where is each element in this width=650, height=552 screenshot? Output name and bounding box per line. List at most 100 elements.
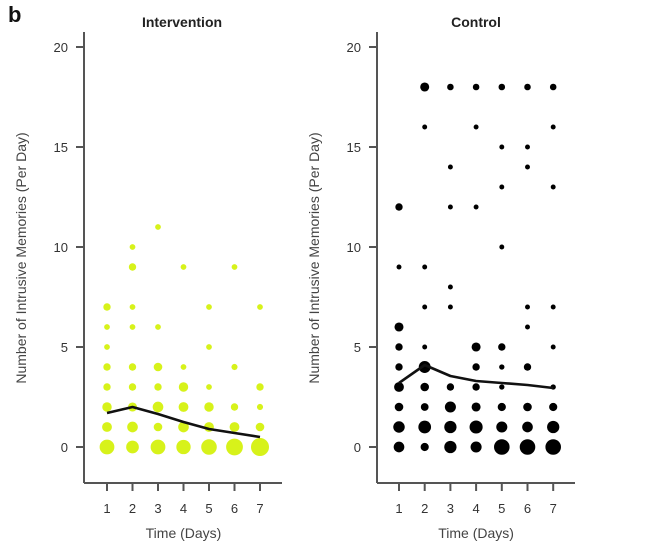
control-data-point <box>549 83 557 91</box>
control-y-tick-label: 10 <box>347 240 361 255</box>
control-data-point <box>471 342 481 352</box>
intervention-data-point <box>103 303 111 311</box>
intervention-y-tick-label: 10 <box>54 240 68 255</box>
control-data-point <box>497 402 506 412</box>
control-data-point <box>418 420 432 434</box>
control-data-point <box>444 440 457 454</box>
intervention-data-point <box>99 439 115 455</box>
intervention-y-axis-label: Number of Intrusive Memories (Per Day) <box>13 132 29 383</box>
control-data-point <box>422 304 428 310</box>
control-data-point <box>525 164 530 170</box>
control-data-point <box>550 124 556 130</box>
control-data-point <box>394 322 404 332</box>
intervention-x-tick-label: 5 <box>205 501 212 516</box>
intervention-data-point <box>127 421 138 433</box>
control-data-point <box>499 384 505 390</box>
intervention-data-point <box>231 264 238 270</box>
control-data-point <box>472 363 480 371</box>
control-data-point <box>525 304 530 310</box>
intervention-data-point <box>104 344 110 350</box>
intervention-data-point <box>206 304 212 310</box>
intervention-data-point <box>255 422 265 432</box>
intervention-data-point <box>226 438 243 456</box>
intervention-data-point <box>103 363 111 371</box>
intervention-data-point <box>178 421 189 433</box>
intervention-data-point <box>256 403 264 411</box>
intervention-data-point <box>150 439 166 455</box>
control-data-point <box>550 304 556 310</box>
control-data-point <box>393 421 405 433</box>
intervention-data-point <box>129 244 136 250</box>
control-data-point <box>550 184 556 190</box>
intervention-y-tick-label: 20 <box>54 40 68 55</box>
control-data-point <box>545 439 561 455</box>
intervention-data-point <box>180 364 187 370</box>
control-data-point <box>498 83 506 91</box>
control-x-tick-label: 6 <box>524 501 531 516</box>
control-x-tick-label: 5 <box>498 501 505 516</box>
control-data-point <box>471 402 481 412</box>
control-data-point <box>447 204 453 210</box>
control-data-point <box>422 264 428 270</box>
intervention-data-point <box>128 263 137 271</box>
intervention-data-point <box>204 402 214 412</box>
intervention-data-point <box>231 363 238 371</box>
control-y-axis-label: Number of Intrusive Memories (Per Day) <box>306 132 322 383</box>
control-data-point <box>470 441 482 453</box>
control-data-point <box>499 244 505 250</box>
intervention-x-tick-label: 4 <box>180 501 187 516</box>
control-mean-line <box>398 363 554 390</box>
intervention-data-point <box>178 382 189 392</box>
intervention-data-point <box>104 324 110 330</box>
control-data-point <box>472 83 480 91</box>
control-data-point <box>395 203 403 211</box>
control-data-point <box>396 264 402 270</box>
control-data-point <box>499 184 505 190</box>
intervention-data-point <box>103 383 111 391</box>
control-x-axis-label: Time (Days) <box>438 525 514 541</box>
intervention-data-point <box>201 439 217 455</box>
control-data-point <box>522 421 533 433</box>
control-data-point <box>447 83 454 91</box>
control-data-point <box>494 439 510 455</box>
control-data-point <box>499 364 505 370</box>
intervention-data-point <box>153 422 163 432</box>
intervention-data-point <box>129 324 136 330</box>
control-data-point <box>395 363 403 371</box>
intervention-data-point <box>180 264 187 270</box>
control-data-point <box>519 439 536 455</box>
control-data-point <box>472 383 480 391</box>
intervention-x-tick-label: 7 <box>256 501 263 516</box>
control-panel: Control 0 5 10 15 20 1 2 3 4 5 6 7 Time (Days) Number … <box>306 14 575 541</box>
control-data-point <box>444 401 456 413</box>
control-x-tick-label: 7 <box>550 501 557 516</box>
control-data-point <box>422 124 428 130</box>
control-y-tick-label: 0 <box>354 440 361 455</box>
control-data-point <box>393 441 405 453</box>
control-x-tick-label: 3 <box>447 501 454 516</box>
control-data-point <box>547 420 560 434</box>
intervention-data-point <box>102 422 112 432</box>
control-data-point <box>420 442 429 452</box>
control-data-point <box>447 164 453 170</box>
control-points <box>393 82 561 455</box>
control-data-point <box>549 402 558 412</box>
control-data-point <box>420 403 429 411</box>
intervention-data-point <box>229 422 240 432</box>
control-title: Control <box>451 14 501 30</box>
intervention-data-point <box>128 363 137 371</box>
intervention-data-point <box>250 437 270 457</box>
intervention-x-tick-label: 6 <box>231 501 238 516</box>
control-data-point <box>524 83 531 91</box>
intervention-panel: Intervention 0 5 10 15 20 1 2 3 4 5 6 7 Time (Days) Nu… <box>13 14 282 541</box>
control-data-point <box>525 144 530 150</box>
control-data-point <box>525 324 530 330</box>
control-data-point <box>394 402 404 412</box>
intervention-data-point <box>230 403 239 411</box>
intervention-data-point <box>129 304 136 310</box>
intervention-x-axis-label: Time (Days) <box>146 525 222 541</box>
control-data-point <box>418 361 431 373</box>
control-y-tick-label: 5 <box>354 340 361 355</box>
control-data-point <box>469 420 483 434</box>
control-data-point <box>523 363 532 371</box>
